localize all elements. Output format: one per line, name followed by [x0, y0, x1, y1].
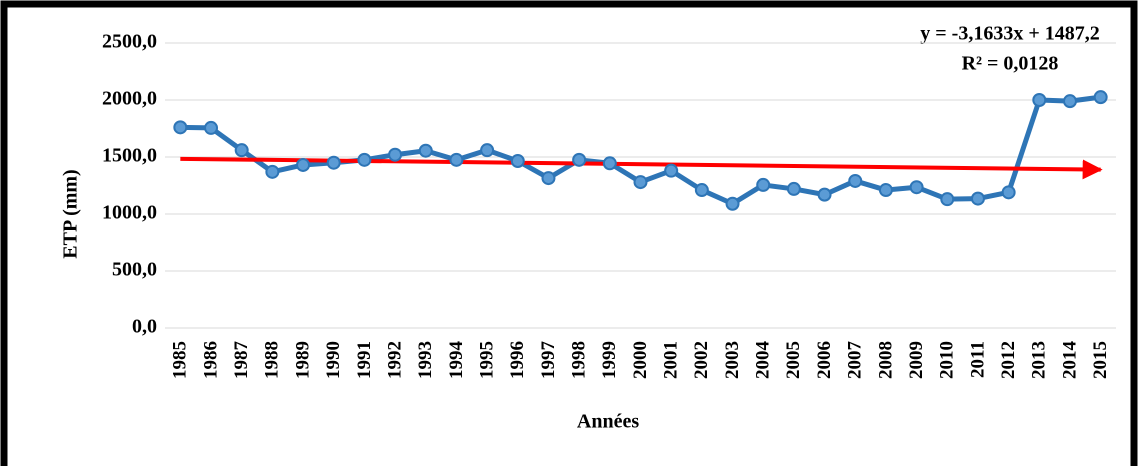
data-point [326, 155, 341, 170]
x-tick-label: 1997 [538, 341, 559, 380]
x-tick-label: 2003 [722, 341, 743, 379]
data-point [1062, 94, 1077, 109]
x-tick-label: 2009 [906, 341, 927, 379]
x-tick-label: 2006 [814, 341, 835, 379]
data-point [357, 152, 372, 167]
data-point [265, 164, 280, 179]
data-point [602, 156, 617, 171]
x-tick-label: 2011 [967, 341, 988, 378]
x-tick-label: 1988 [262, 341, 283, 379]
data-point [572, 152, 587, 167]
x-tick-label: 1994 [446, 341, 467, 380]
x-tick-label: 1993 [415, 341, 436, 379]
data-point [541, 171, 556, 186]
data-point [449, 152, 464, 167]
y-tick-label: 2500,0 [102, 31, 157, 53]
x-tick-label: 1990 [323, 341, 344, 379]
data-point [388, 147, 403, 162]
x-tick-label: 2004 [753, 341, 774, 380]
data-point [173, 120, 188, 135]
x-tick-label: 2005 [783, 341, 804, 379]
y-tick-label: 500,0 [112, 259, 157, 281]
data-point [510, 153, 525, 168]
data-point [909, 180, 924, 195]
x-tick-label: 2001 [661, 341, 682, 379]
data-point [296, 157, 311, 172]
data-point [1093, 90, 1108, 105]
data-point [940, 192, 955, 207]
data-point [664, 163, 679, 178]
data-point [878, 183, 893, 198]
x-tick-label: 2000 [630, 341, 651, 379]
x-tick-label: 1998 [569, 341, 590, 379]
x-tick-label: 2002 [691, 341, 712, 379]
data-point [848, 173, 863, 188]
x-tick-label: 1992 [384, 341, 405, 379]
x-tick-label: 2013 [1029, 341, 1050, 379]
x-tick-label: 2010 [937, 341, 958, 379]
x-tick-label: 2015 [1090, 341, 1111, 379]
y-tick-label: 0,0 [132, 316, 157, 338]
data-point [725, 196, 740, 211]
x-tick-label: 1991 [354, 341, 375, 379]
x-tick-label: 1999 [599, 341, 620, 379]
x-tick-label: 1985 [170, 341, 191, 379]
data-point [1001, 185, 1016, 200]
x-tick-label: 1989 [292, 341, 313, 379]
x-tick-label: 1996 [507, 341, 528, 379]
x-tick-label: 2012 [998, 341, 1019, 379]
equation: y = -3,1633x + 1487,2 [920, 23, 1099, 45]
data-point [480, 143, 495, 158]
data-point [694, 183, 709, 198]
data-point [756, 177, 771, 192]
data-point [633, 175, 648, 190]
data-point [418, 143, 433, 158]
r-squared: R² = 0,0128 [962, 53, 1059, 75]
y-tick-label: 1500,0 [102, 145, 157, 167]
x-tick-label: 1987 [231, 341, 252, 380]
y-tick-label: 1000,0 [102, 202, 157, 224]
x-tick-label: 1995 [476, 341, 497, 379]
data-point [786, 181, 801, 196]
data-point [234, 143, 249, 158]
y-tick-label: 2000,0 [102, 88, 157, 110]
x-axis-title: Années [577, 411, 639, 433]
data-point [1032, 93, 1047, 107]
data-point [970, 191, 985, 206]
data-point [817, 187, 832, 202]
x-tick-label: 2008 [875, 341, 896, 379]
data-point [204, 120, 219, 135]
x-tick-label: 2014 [1059, 341, 1080, 380]
y-axis-title: ETP (mm) [60, 169, 82, 258]
x-tick-label: 2007 [845, 341, 866, 380]
x-tick-label: 1986 [200, 341, 221, 379]
